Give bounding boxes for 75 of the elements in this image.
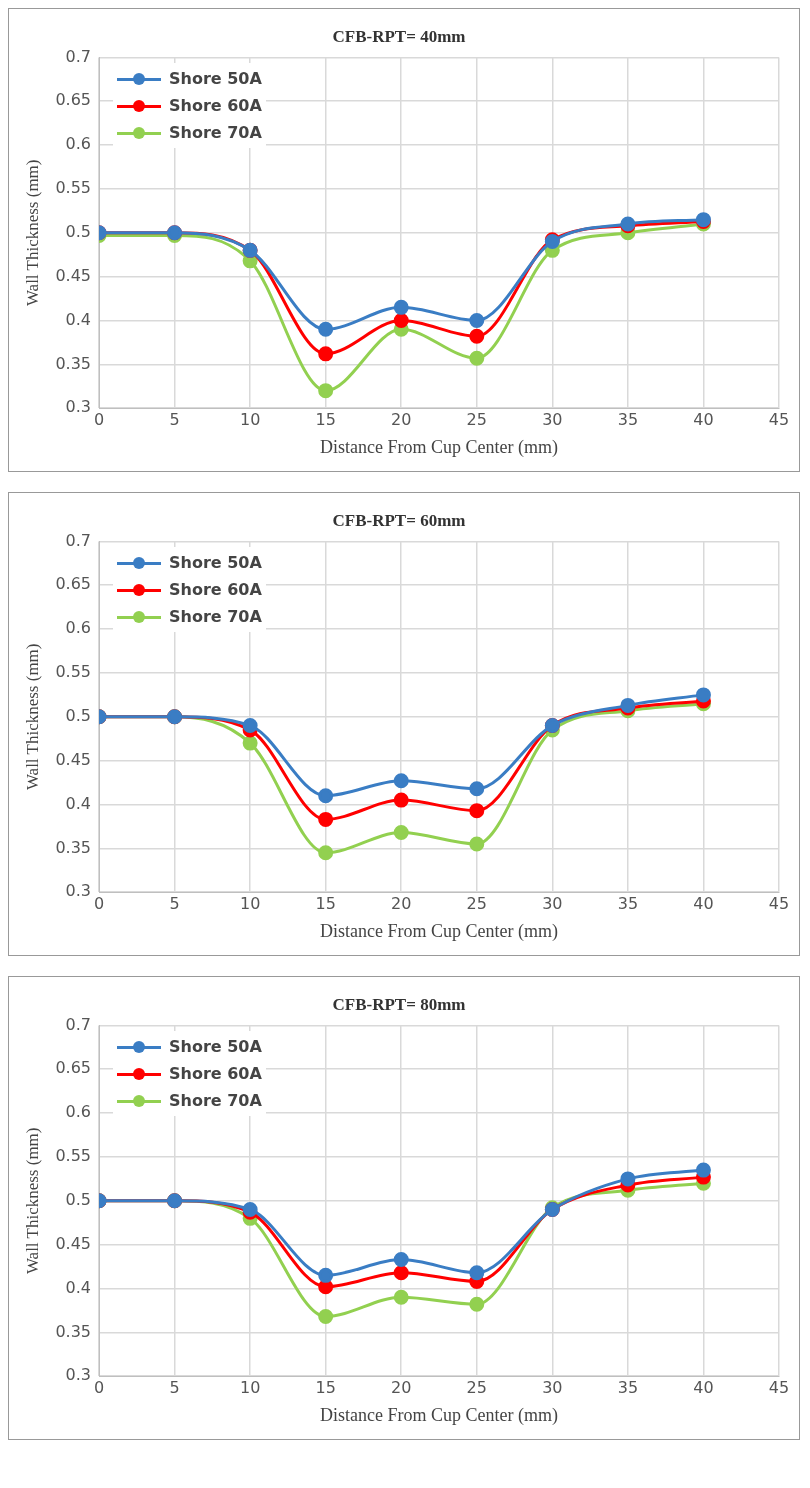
x-tick-label: 0 <box>93 893 105 913</box>
x-tick-label: 30 <box>542 409 563 429</box>
y-axis-title: Wall Thickness (mm) <box>22 643 42 791</box>
chart-title: CFB-RPT= 80mm <box>332 994 466 1014</box>
y-tick-label: 0.65 <box>55 1058 92 1078</box>
x-tick-label: 5 <box>169 893 180 913</box>
y-tick-label: 0.65 <box>55 574 92 594</box>
y-tick-label: 0.5 <box>65 221 92 241</box>
y-tick-label: 0.6 <box>65 618 92 638</box>
x-tick-label: 20 <box>391 409 412 429</box>
y-tick-label: 0.6 <box>65 134 92 154</box>
y-tick-label: 0.5 <box>65 705 92 725</box>
y-tick-label: 0.4 <box>65 1277 92 1297</box>
x-tick-label: 25 <box>466 893 487 913</box>
y-tick-label: 0.35 <box>55 353 92 373</box>
x-tick-label: 40 <box>693 409 714 429</box>
x-axis-title: Distance From Cup Center (mm) <box>320 436 558 458</box>
x-tick-label: 0 <box>93 1377 105 1397</box>
x-tick-label: 25 <box>466 409 487 429</box>
y-tick-label: 0.7 <box>65 530 92 550</box>
x-axis-title: Distance From Cup Center (mm) <box>320 1404 558 1426</box>
y-tick-label: 0.3 <box>65 397 92 417</box>
x-tick-label: 40 <box>693 1377 714 1397</box>
x-tick-label: 35 <box>617 893 639 913</box>
x-tick-label: 10 <box>239 409 261 429</box>
y-axis-title: Wall Thickness (mm) <box>22 1127 42 1275</box>
y-tick-label: 0.5 <box>65 1189 92 1209</box>
y-tick-label: 0.45 <box>55 1233 92 1253</box>
x-tick-label: 40 <box>693 893 714 913</box>
legend-label: Shore 60A <box>169 96 262 116</box>
legend-label: Shore 70A <box>169 607 262 627</box>
legend-label: Shore 60A <box>169 1064 262 1084</box>
y-tick-label: 0.45 <box>55 265 92 285</box>
y-tick-label: 0.45 <box>55 749 92 769</box>
x-tick-label: 15 <box>315 1377 336 1397</box>
y-tick-label: 0.7 <box>65 46 92 66</box>
y-tick-label: 0.55 <box>55 178 92 198</box>
x-tick-label: 15 <box>315 409 336 429</box>
y-tick-label: 0.35 <box>55 837 92 857</box>
y-tick-label: 0.7 <box>65 1014 92 1034</box>
x-tick-label: 20 <box>391 893 412 913</box>
y-tick-label: 0.4 <box>65 309 92 329</box>
x-tick-label: 0 <box>93 409 105 429</box>
x-tick-label: 10 <box>239 1377 261 1397</box>
x-tick-label: 5 <box>169 409 180 429</box>
legend-label: Shore 70A <box>169 1091 262 1111</box>
x-tick-label: 20 <box>391 1377 412 1397</box>
y-tick-label: 0.65 <box>55 90 92 110</box>
x-tick-label: 5 <box>169 1377 180 1397</box>
legend-label: Shore 50A <box>169 553 262 573</box>
chart-title: CFB-RPT= 60mm <box>332 510 466 530</box>
y-tick-label: 0.55 <box>55 662 92 682</box>
x-tick-label: 35 <box>617 1377 639 1397</box>
legend-label: Shore 50A <box>169 69 262 89</box>
x-tick-label: 45 <box>768 1377 790 1397</box>
x-tick-label: 45 <box>768 409 790 429</box>
x-tick-label: 15 <box>315 893 336 913</box>
y-tick-label: 0.3 <box>65 881 92 901</box>
x-tick-label: 10 <box>239 893 261 913</box>
y-tick-label: 0.35 <box>55 1321 92 1341</box>
y-tick-label: 0.55 <box>55 1146 92 1166</box>
y-tick-label: 0.4 <box>65 793 92 813</box>
x-tick-label: 25 <box>466 1377 487 1397</box>
legend-label: Shore 50A <box>169 1037 262 1057</box>
legend-label: Shore 60A <box>169 580 262 600</box>
x-tick-label: 30 <box>542 893 563 913</box>
y-tick-label: 0.3 <box>65 1365 92 1385</box>
x-tick-label: 35 <box>617 409 639 429</box>
y-axis-title: Wall Thickness (mm) <box>22 159 42 307</box>
x-tick-label: 30 <box>542 1377 563 1397</box>
legend-label: Shore 70A <box>169 123 262 143</box>
y-tick-label: 0.6 <box>65 1102 92 1122</box>
x-axis-title: Distance From Cup Center (mm) <box>320 920 558 942</box>
x-tick-label: 45 <box>768 893 790 913</box>
chart-title: CFB-RPT= 40mm <box>332 26 466 46</box>
